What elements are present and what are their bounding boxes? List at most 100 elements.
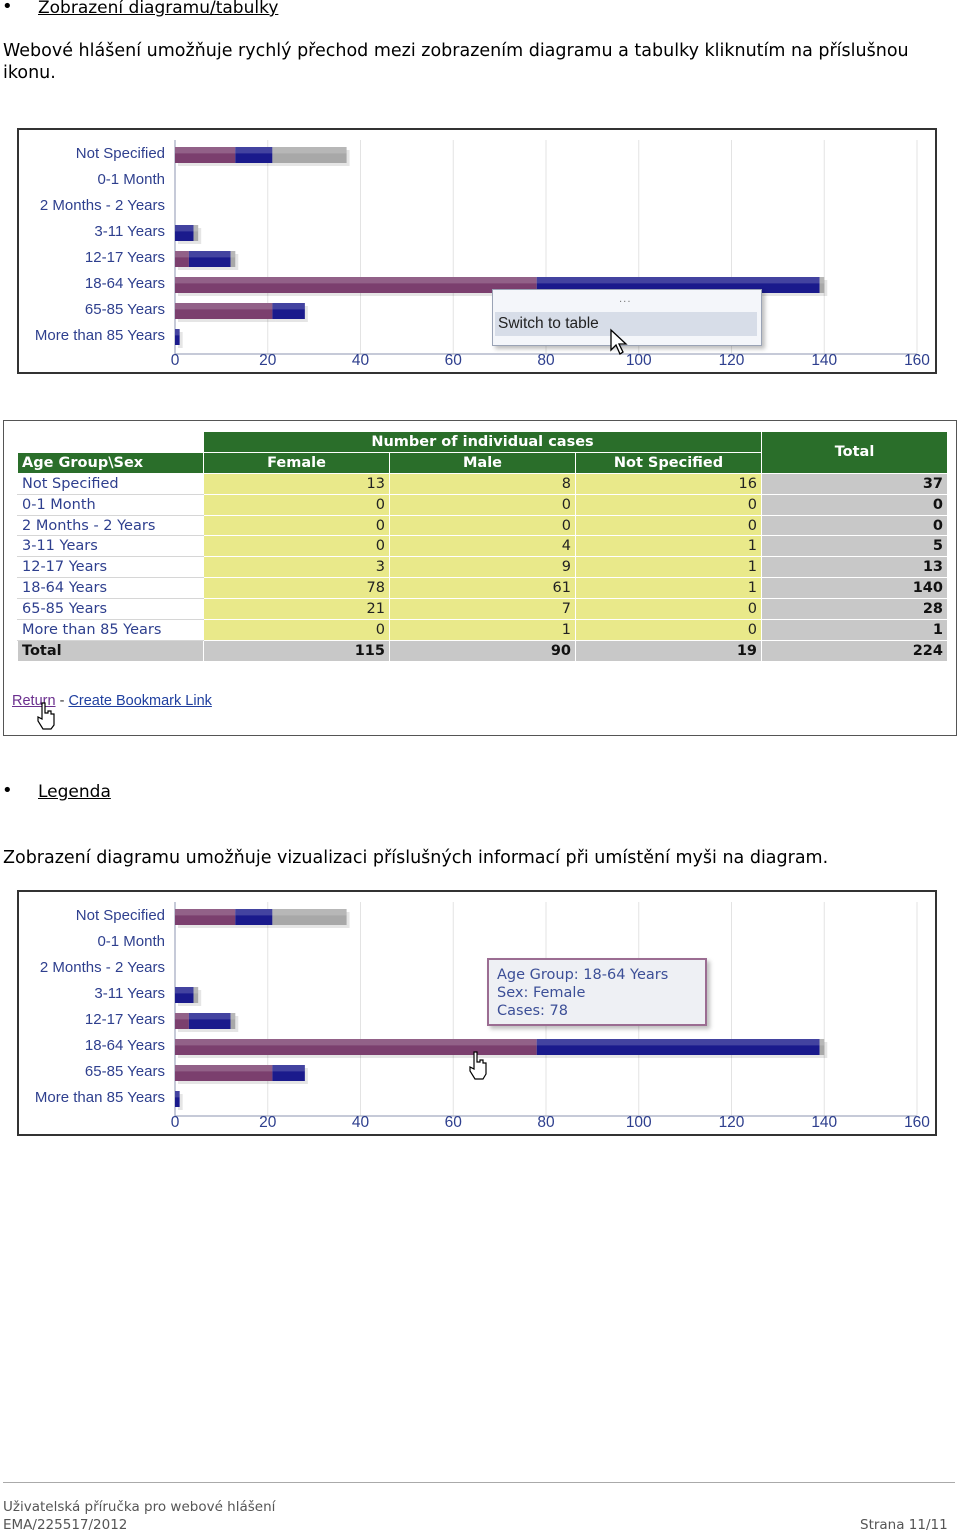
bar-segment[interactable] [272,147,347,163]
bar-highlight [175,329,180,336]
bar-highlight [175,987,194,994]
row-label: 65-85 Years [17,598,204,621]
bar-segment[interactable] [272,303,305,319]
bar-segment[interactable] [188,1013,231,1029]
bar-highlight [175,251,189,258]
x-tick-label: 60 [444,352,462,369]
bar-segment[interactable] [175,147,236,163]
bar-highlight [175,303,273,310]
bar-segment[interactable] [193,225,199,241]
table-row-header: Age Group\Sex [17,451,204,474]
bar-segment[interactable] [235,909,273,925]
bar-segment[interactable] [188,251,231,267]
cell-male: 8 [389,472,576,495]
x-tick-label: 20 [259,1114,277,1131]
bar-highlight [272,147,347,154]
bar-chart-svg[interactable] [19,130,935,372]
category-label: 3-11 Years [94,223,165,240]
intro-paragraph-line2: ikonu. [3,63,56,83]
footer-title: Uživatelská příručka pro webové hlášení [3,1499,276,1515]
bar-highlight [175,1065,273,1072]
bar-highlight [175,909,236,916]
bullet: • [2,0,13,17]
row-label: More than 85 Years [17,619,204,641]
bar-segment[interactable] [175,987,194,1003]
tooltip-age-group: Age Group: 18-64 Years [497,967,669,983]
tooltip-cases: Cases: 78 [497,1003,568,1019]
bar-segment[interactable] [819,1039,825,1055]
bar-segment[interactable] [175,1039,537,1055]
bar-segment[interactable] [272,1065,305,1081]
category-label: 2 Months - 2 Years [39,197,165,214]
bar-chart-svg[interactable] [19,892,935,1134]
category-label: More than 85 Years [34,1089,165,1106]
x-tick-label: 120 [718,1114,745,1131]
section-heading-legend[interactable]: Legenda [38,782,111,802]
bar-segment[interactable] [175,277,537,293]
bar-segment[interactable] [175,225,194,241]
bar-segment[interactable] [230,1013,236,1029]
bar-segment[interactable] [175,909,236,925]
cell-total: 5 [761,535,948,558]
category-label: Not Specified [75,907,165,924]
cell-not-specified: 0 [575,598,762,621]
cell-not-specified: 16 [575,472,762,495]
x-tick-label: 0 [170,352,180,369]
category-label: 0-1 Month [97,171,165,188]
bar-segment[interactable] [175,1065,273,1081]
bar-highlight [175,1091,180,1098]
total-female: 115 [203,639,390,662]
bar-segment[interactable] [175,329,180,345]
bar-highlight [272,1065,305,1072]
context-menu[interactable]: ... Switch to table [492,289,762,346]
bar-segment[interactable] [536,1039,820,1055]
table-row: 65-85 Years 21 7 0 28 [17,598,948,621]
bar-shadow [822,280,828,296]
category-label: 0-1 Month [97,933,165,950]
bar-segment[interactable] [235,147,273,163]
bar-segment[interactable] [819,277,825,293]
bar-segment[interactable] [175,303,273,319]
category-label: 18-64 Years [84,275,165,292]
x-tick-label: 40 [351,1114,370,1131]
cell-female: 3 [203,556,390,579]
bar-highlight [175,277,537,284]
cell-not-specified: 0 [575,514,762,537]
switch-to-table-menu-item[interactable]: Switch to table [495,312,757,336]
bar-segment[interactable] [272,909,347,925]
x-tick-label: 120 [718,352,745,369]
bar-shadow [178,332,183,348]
cell-male: 9 [389,556,576,579]
bar-segment[interactable] [230,251,236,267]
cell-female: 13 [203,472,390,495]
create-bookmark-link[interactable]: Create Bookmark Link [68,693,212,709]
bar-highlight [175,147,236,154]
bar-highlight [819,1039,825,1046]
x-tick-label: 80 [537,352,555,369]
section-heading-diagram-table[interactable]: Zobrazení diagramu/tabulky [38,0,279,18]
bar-highlight [193,987,199,994]
table-total-row: Total 115 90 19 224 [17,639,948,662]
chart-tooltip: Age Group: 18-64 Years Sex: Female Cases… [487,958,707,1026]
bar-segment[interactable] [175,1091,180,1107]
bar-segment[interactable] [193,987,199,1003]
bar-segment[interactable] [175,251,189,267]
chart-panel-2[interactable]: Age Group: 18-64 Years Sex: Female Cases… [17,890,937,1136]
bar-highlight [175,1039,537,1046]
x-tick-label: 20 [259,352,277,369]
table-col-female: Female [203,451,390,474]
link-separator: - [59,693,65,709]
bar-highlight [230,1013,236,1020]
bar-segment[interactable] [175,1013,189,1029]
bar-highlight [235,909,273,916]
row-label: 18-64 Years [17,577,204,600]
bar-shadow [233,1016,239,1032]
table-row: 2 Months - 2 Years 0 0 0 0 [17,514,948,537]
cell-total: 13 [761,556,948,579]
chart-panel-1[interactable]: ... Switch to table Not Specified 0-1 Mon… [17,128,937,374]
category-label: 12-17 Years [84,1011,165,1028]
category-label: 65-85 Years [84,301,165,318]
x-tick-label: 100 [625,352,652,369]
bullet: • [2,780,13,801]
table-row: 0-1 Month 0 0 0 0 [17,493,948,516]
